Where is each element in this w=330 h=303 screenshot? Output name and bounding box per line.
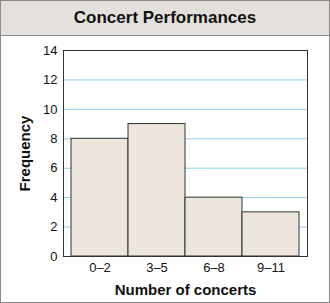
- svg-text:0–2: 0–2: [89, 260, 111, 275]
- svg-text:2: 2: [50, 219, 57, 234]
- html-text:Concert Performances: Concert Performances: [73, 8, 257, 27]
- svg-text:Number of concerts: Number of concerts: [115, 281, 257, 298]
- svg-text:10: 10: [43, 102, 57, 117]
- svg-text:9–11: 9–11: [257, 260, 285, 275]
- svg-text:8: 8: [50, 131, 57, 146]
- svg-text:0: 0: [50, 249, 57, 264]
- svg-text:12: 12: [43, 72, 57, 87]
- svg-text:6–8: 6–8: [203, 260, 225, 275]
- svg-text:3–5: 3–5: [146, 260, 168, 275]
- svg-text:14: 14: [43, 43, 57, 58]
- svg-text:4: 4: [50, 190, 57, 205]
- svg-text:Frequency: Frequency: [16, 115, 33, 192]
- svg-text:6: 6: [50, 160, 57, 175]
